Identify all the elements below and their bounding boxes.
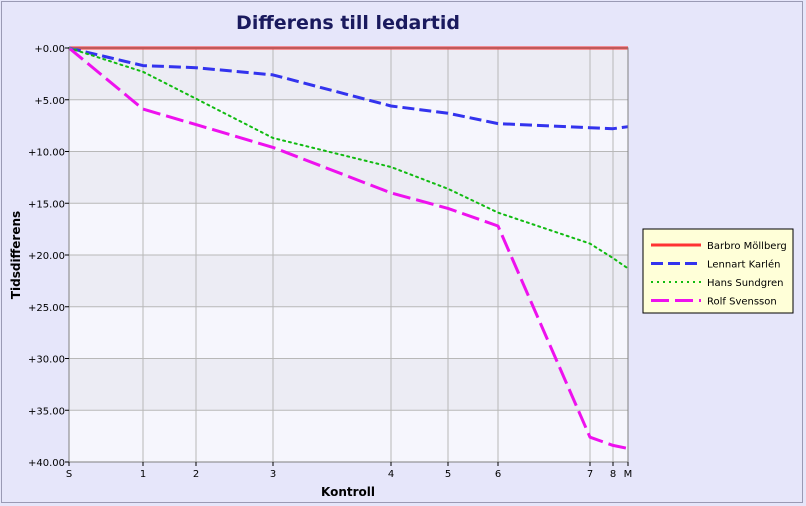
legend: Barbro Möllberg Lennart Karlén Hans Sundgr… bbox=[642, 228, 794, 314]
x-tick-label: M bbox=[624, 469, 633, 480]
x-tick-label: 4 bbox=[388, 469, 394, 480]
x-tick-label: 7 bbox=[587, 469, 593, 480]
x-tick-label: 6 bbox=[495, 469, 501, 480]
legend-label: Rolf Svensson bbox=[707, 297, 777, 308]
y-tick-label: +20.00 bbox=[28, 251, 65, 262]
x-tick-label: 8 bbox=[610, 469, 616, 480]
x-axis-label: Kontroll bbox=[321, 485, 375, 499]
legend-label: Lennart Karlén bbox=[707, 259, 780, 271]
y-tick-label: +5.00 bbox=[34, 96, 65, 107]
plot-band bbox=[69, 48, 628, 100]
plot-band bbox=[69, 306, 628, 359]
x-tick-label: 1 bbox=[140, 469, 146, 480]
legend-label: Barbro Möllberg bbox=[707, 241, 787, 252]
series-line bbox=[68, 46, 629, 131]
y-tick-label: +25.00 bbox=[28, 303, 65, 314]
plot-band bbox=[69, 255, 628, 307]
y-tick-label: +35.00 bbox=[28, 406, 65, 417]
plot-band bbox=[69, 99, 628, 152]
chart-title: Differens till ledartid bbox=[236, 12, 460, 34]
x-tick-label: 3 bbox=[270, 469, 276, 480]
plot-background bbox=[69, 48, 628, 462]
legend-label: Hans Sundgren bbox=[707, 278, 783, 289]
y-tick-label: +15.00 bbox=[28, 199, 65, 210]
x-tick-label: 5 bbox=[445, 469, 451, 480]
plot-band bbox=[69, 410, 628, 462]
axes: +0.00 +5.00 +10.00 +15.00 +20.00 +25.00 +30.00… bbox=[28, 44, 632, 480]
plot-band bbox=[69, 358, 628, 411]
series-line bbox=[68, 46, 629, 450]
y-axis-label: Tidsdifferens bbox=[9, 211, 23, 299]
y-tick-label: +10.00 bbox=[28, 148, 65, 159]
x-tick-label: 2 bbox=[193, 469, 199, 480]
y-tick-label: +30.00 bbox=[28, 355, 65, 366]
plot-band bbox=[69, 203, 628, 255]
y-tick-label: +40.00 bbox=[28, 458, 65, 469]
series-line bbox=[68, 47, 629, 270]
y-tick-label: +0.00 bbox=[34, 44, 65, 55]
x-tick-label: S bbox=[66, 469, 72, 480]
